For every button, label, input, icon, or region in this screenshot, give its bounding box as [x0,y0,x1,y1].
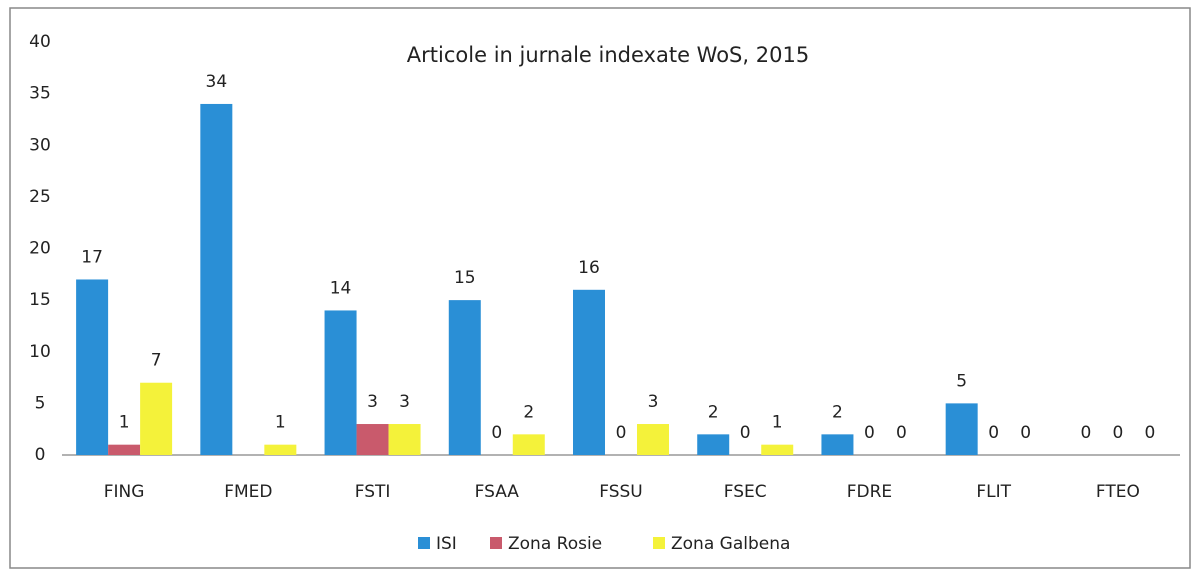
legend-label: Zona Galbena [671,534,790,554]
y-tick-label: 0 [35,445,46,465]
data-label: 0 [1020,423,1031,443]
data-label: 34 [206,72,228,92]
y-tick-label: 25 [29,187,51,207]
data-label: 0 [1144,423,1155,443]
bar [448,300,481,455]
bar [761,444,794,455]
data-label: 1 [772,413,783,433]
x-tick-label: FING [104,482,145,502]
bar [388,424,421,455]
bar [512,434,545,455]
data-label: 2 [832,402,843,422]
bar [821,434,854,455]
y-tick-label: 10 [29,342,51,362]
bar [356,424,389,455]
legend-swatch [653,537,665,549]
bar [945,403,978,455]
bar [637,424,669,455]
data-label: 3 [648,392,659,412]
bar [140,382,173,455]
data-label: 0 [1112,423,1123,443]
data-label: 2 [708,402,719,422]
x-tick-label: FSAA [475,482,520,502]
x-tick-label: FSEC [724,482,767,502]
data-label: 3 [367,392,378,412]
data-label: 0 [1080,423,1091,443]
data-label: 17 [81,247,103,267]
y-tick-label: 40 [29,32,51,52]
bar [264,444,297,455]
x-tick-label: FLIT [976,482,1011,502]
x-tick-label: FSTI [355,482,391,502]
data-label: 7 [151,351,162,371]
legend-swatch [418,537,430,549]
bar [573,289,605,455]
y-tick-label: 15 [29,290,51,310]
data-label: 2 [523,402,534,422]
data-label: 14 [330,278,352,298]
bar [76,279,109,455]
chart-title: Articole in jurnale indexate WoS, 2015 [407,43,809,67]
chart-frame [9,7,1191,569]
y-tick-label: 20 [29,239,51,259]
data-label: 0 [740,423,751,443]
data-label: 0 [616,423,627,443]
y-tick-label: 35 [29,84,51,104]
legend-label: Zona Rosie [508,534,602,554]
y-tick-label: 30 [29,135,51,155]
bar [200,103,233,455]
x-tick-label: FMED [224,482,272,502]
x-tick-label: FSSU [599,482,643,502]
data-label: 3 [399,392,410,412]
data-label: 0 [896,423,907,443]
legend-swatch [490,537,502,549]
x-tick-label: FTEO [1096,482,1140,502]
legend-label: ISI [436,534,457,554]
data-label: 1 [119,413,130,433]
data-label: 15 [454,268,476,288]
bar [324,310,357,455]
data-label: 5 [956,371,967,391]
data-label: 0 [988,423,999,443]
x-tick-label: FDRE [847,482,892,502]
data-label: 1 [275,413,286,433]
y-tick-label: 5 [35,393,46,413]
bar [108,444,141,455]
data-label: 0 [864,423,875,443]
data-label: 0 [491,423,502,443]
bar [697,434,730,455]
data-label: 16 [578,258,600,278]
